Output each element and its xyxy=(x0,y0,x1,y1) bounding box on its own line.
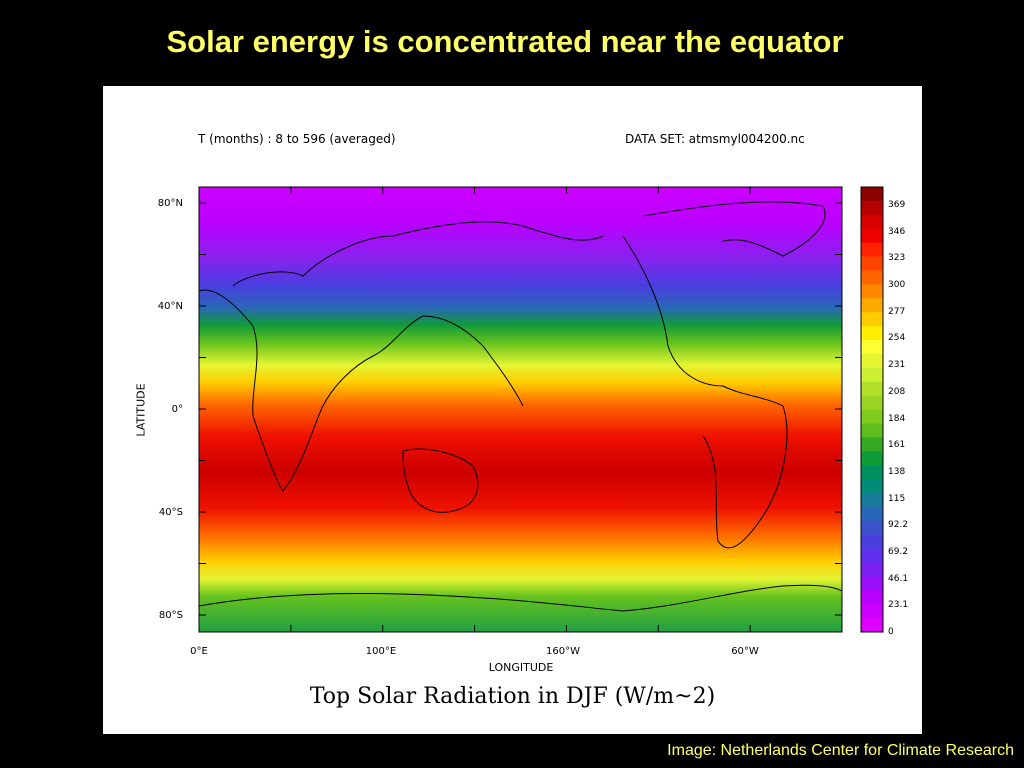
colorbar-swatch xyxy=(861,228,883,243)
colorbar-label: 92.2 xyxy=(888,520,909,531)
colorbar-swatch xyxy=(861,506,883,522)
colorbar-swatch xyxy=(861,590,883,605)
colorbar-label: 254 xyxy=(888,333,906,344)
colorbar-swatch xyxy=(861,548,883,563)
colorbar-swatch xyxy=(861,312,883,327)
lat-label-0: 0° xyxy=(171,404,183,415)
dataset-label: DATA SET: atmsmyl004200.nc xyxy=(625,132,805,146)
colorbar-swatch xyxy=(861,256,883,271)
colorbar-swatch xyxy=(861,492,883,508)
colorbar-swatch xyxy=(861,367,883,382)
lon-label-160w: 160°W xyxy=(546,646,580,657)
colorbar-label: 369 xyxy=(888,200,906,210)
colorbar-swatch xyxy=(861,187,883,202)
colorbar-label: 231 xyxy=(888,360,906,371)
colorbar-swatch xyxy=(861,604,883,619)
colorbar-swatch xyxy=(861,200,883,216)
colorbar-label: 277 xyxy=(888,306,906,317)
colorbar-label: 184 xyxy=(888,413,906,424)
colorbar-swatch xyxy=(861,339,883,355)
lat-label-40n: 40°N xyxy=(157,301,183,312)
colorbar-swatch xyxy=(861,284,883,299)
map-panel: T (months) : 8 to 596 (averaged) DATA SE… xyxy=(103,86,922,734)
colorbar-label: 46.1 xyxy=(888,573,909,584)
image-credit: Image: Netherlands Center for Climate Re… xyxy=(667,742,1014,759)
colorbar-swatch xyxy=(861,298,883,313)
colorbar-swatch xyxy=(861,353,883,369)
colorbar-swatch xyxy=(861,562,883,577)
lon-label-0e: 0°E xyxy=(190,646,208,657)
y-axis-title: LATITUDE xyxy=(134,383,148,437)
colorbar-swatch xyxy=(861,270,883,285)
lat-label-40s: 40°S xyxy=(158,507,183,518)
colorbar-label: 323 xyxy=(888,253,906,264)
time-range-label: T (months) : 8 to 596 (averaged) xyxy=(198,132,396,146)
colorbar-label: 69.2 xyxy=(888,546,909,557)
colorbar-swatch xyxy=(861,423,883,438)
lat-label-80n: 80°N xyxy=(157,198,183,209)
colorbar-label: 161 xyxy=(888,440,906,451)
colorbar-swatch xyxy=(861,242,883,257)
coastlines xyxy=(198,201,843,612)
slide-title: Solar energy is concentrated near the eq… xyxy=(166,24,844,59)
colorbar-swatch xyxy=(861,409,883,424)
x-axis-title: LONGITUDE xyxy=(488,661,554,674)
colorbar-swatch xyxy=(861,534,883,549)
map-title: Top Solar Radiation in DJF (W/m~2) xyxy=(309,684,716,709)
colorbar-swatch xyxy=(861,214,883,230)
colorbar-swatch xyxy=(861,576,883,591)
lon-label-100e: 100°E xyxy=(365,646,397,657)
colorbar-swatch xyxy=(861,618,883,633)
colorbar-swatch xyxy=(861,437,883,452)
colorbar-label: 300 xyxy=(888,280,906,291)
colorbar-swatch xyxy=(861,326,883,341)
radiation-field xyxy=(199,187,842,632)
colorbar-swatch xyxy=(861,520,883,535)
colorbar-swatch xyxy=(861,465,883,480)
map-graphic xyxy=(198,186,884,633)
colorbar-swatch xyxy=(861,381,883,396)
colorbar-label: 208 xyxy=(888,386,906,397)
colorbar-label: 138 xyxy=(888,466,906,477)
lat-label-80s: 80°S xyxy=(158,610,183,621)
colorbar-label: 0 xyxy=(888,627,894,637)
lon-label-60w: 60°W xyxy=(731,646,759,657)
colorbar-swatch xyxy=(861,479,883,494)
colorbar-label: 115 xyxy=(888,493,906,504)
colorbar-swatch xyxy=(861,395,883,410)
colorbar-label: 346 xyxy=(888,226,906,237)
colorbar xyxy=(860,186,884,633)
colorbar-swatch xyxy=(861,451,883,466)
colorbar-label: 23.1 xyxy=(888,600,909,611)
